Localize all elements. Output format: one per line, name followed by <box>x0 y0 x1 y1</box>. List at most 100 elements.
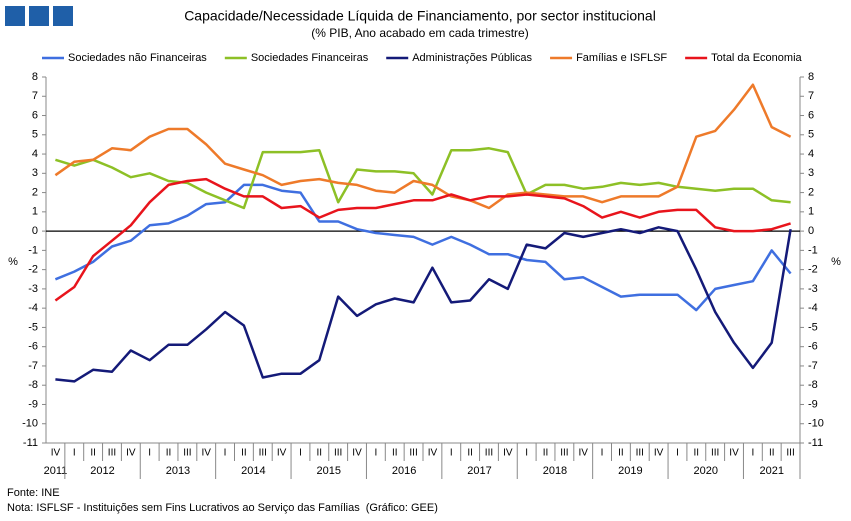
legend-label: Total da Economia <box>711 52 802 64</box>
y-tick-label: -5 <box>28 321 38 333</box>
logo-block <box>5 6 25 26</box>
year-label: 2016 <box>392 465 416 477</box>
x-tick-label: I <box>525 448 528 459</box>
y-tick-label: 5 <box>32 129 38 141</box>
x-tick-label: IV <box>277 448 287 459</box>
y-tick-label: -4 <box>28 302 38 314</box>
series-line <box>55 226 792 383</box>
y2-axis-label: % <box>831 256 841 268</box>
legend-label: Famílias e ISFLSF <box>576 52 667 64</box>
y-tick-label: -7 <box>28 360 38 372</box>
y-tick-label: -10 <box>22 418 38 430</box>
y2-tick-label: 6 <box>808 109 814 121</box>
x-tick-label: I <box>299 448 302 459</box>
y2-tick-label: 3 <box>808 167 814 179</box>
x-tick-label: IV <box>729 448 739 459</box>
y-tick-label: 2 <box>32 186 38 198</box>
y-tick-label: 7 <box>32 90 38 102</box>
x-tick-label: II <box>543 448 549 459</box>
x-tick-label: II <box>166 448 172 459</box>
year-label: 2020 <box>694 465 718 477</box>
y2-tick-label: -4 <box>808 302 818 314</box>
year-label: 2019 <box>618 465 642 477</box>
source-note: Fonte: INE <box>7 487 60 499</box>
x-tick-label: I <box>450 448 453 459</box>
x-tick-label: III <box>108 448 116 459</box>
y2-tick-label: -10 <box>808 418 824 430</box>
y2-tick-label: -5 <box>808 321 818 333</box>
x-tick-label: III <box>409 448 417 459</box>
credit: (Gráfico: GEE) <box>366 502 438 514</box>
x-tick-label: II <box>241 448 247 459</box>
y2-tick-label: 8 <box>808 71 814 83</box>
y-tick-label: -1 <box>28 244 38 256</box>
y2-tick-label: 1 <box>808 206 814 218</box>
x-tick-label: II <box>694 448 700 459</box>
x-tick-label: III <box>636 448 644 459</box>
x-tick-label: IV <box>126 448 136 459</box>
y-tick-label: -3 <box>28 283 38 295</box>
y2-tick-label: -3 <box>808 283 818 295</box>
y2-tick-label: 7 <box>808 90 814 102</box>
x-tick-label: III <box>183 448 191 459</box>
x-tick-label: IV <box>503 448 513 459</box>
x-tick-label: I <box>224 448 227 459</box>
y-tick-label: -8 <box>28 379 38 391</box>
x-tick-label: I <box>751 448 754 459</box>
series-line <box>54 83 792 210</box>
year-label: 2013 <box>166 465 190 477</box>
y2-tick-label: -8 <box>808 379 818 391</box>
y2-tick-label: -6 <box>808 341 818 353</box>
y-tick-label: 6 <box>32 109 38 121</box>
x-tick-label: III <box>334 448 342 459</box>
x-tick-label: II <box>90 448 96 459</box>
year-label: 2015 <box>317 465 341 477</box>
year-label: 2021 <box>759 465 783 477</box>
footnote: Nota: ISFLSF - Instituições sem Fins Luc… <box>7 502 360 514</box>
x-tick-label: III <box>259 448 267 459</box>
x-tick-label: IV <box>428 448 438 459</box>
x-tick-label: III <box>786 448 794 459</box>
chart-title: Capacidade/Necessidade Líquida de Financ… <box>184 8 656 24</box>
y-tick-label: -9 <box>28 398 38 410</box>
x-tick-label: I <box>148 448 151 459</box>
year-label: 2018 <box>543 465 567 477</box>
y2-tick-label: -11 <box>808 437 823 449</box>
y-tick-label: -2 <box>28 264 38 276</box>
y2-tick-label: -2 <box>808 264 818 276</box>
x-tick-label: II <box>392 448 398 459</box>
y-tick-label: 8 <box>32 71 38 83</box>
x-tick-label: IV <box>654 448 664 459</box>
x-tick-label: III <box>485 448 493 459</box>
x-tick-label: II <box>467 448 473 459</box>
year-label: 2012 <box>90 465 114 477</box>
year-label: 2014 <box>241 465 265 477</box>
x-tick-label: II <box>769 448 775 459</box>
x-tick-label: I <box>73 448 76 459</box>
series-line <box>54 177 791 302</box>
y2-tick-label: -9 <box>808 398 818 410</box>
x-tick-label: I <box>676 448 679 459</box>
y-tick-label: -11 <box>23 437 38 449</box>
y-axis-label: % <box>8 256 18 268</box>
y-tick-label: 1 <box>32 206 38 218</box>
y2-tick-label: -7 <box>808 360 818 372</box>
x-tick-label: IV <box>201 448 211 459</box>
y2-tick-label: 5 <box>808 129 814 141</box>
x-tick-label: IV <box>51 448 61 459</box>
legend-label: Sociedades Financeiras <box>251 52 369 64</box>
legend-label: Administrações Públicas <box>412 52 532 64</box>
y2-tick-label: 2 <box>808 186 814 198</box>
y2-tick-label: 4 <box>808 148 814 160</box>
logo-block <box>29 6 49 26</box>
x-tick-label: IV <box>352 448 362 459</box>
y2-tick-label: 0 <box>808 225 814 237</box>
x-tick-label: II <box>618 448 624 459</box>
year-label: 2011 <box>44 465 68 477</box>
x-tick-label: IV <box>578 448 588 459</box>
logo-block <box>53 6 73 26</box>
y-tick-label: 4 <box>32 148 38 160</box>
x-tick-label: II <box>317 448 323 459</box>
x-tick-label: III <box>711 448 719 459</box>
x-tick-label: I <box>601 448 604 459</box>
